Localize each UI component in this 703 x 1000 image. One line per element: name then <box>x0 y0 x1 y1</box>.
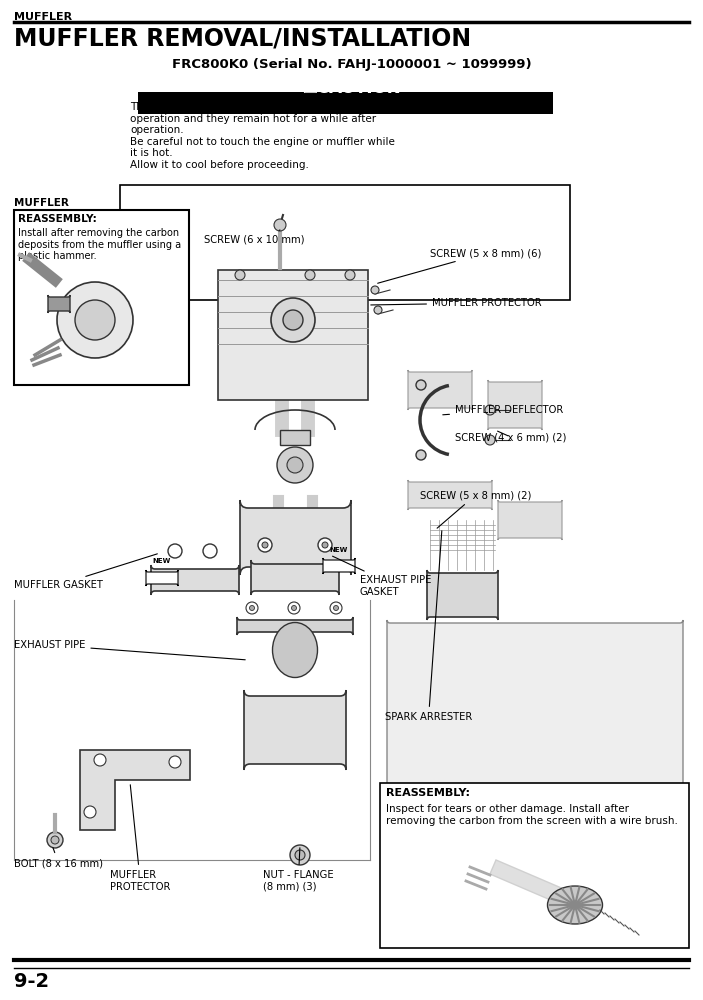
Text: REASSEMBLY:: REASSEMBLY: <box>18 214 97 224</box>
Circle shape <box>333 605 339 610</box>
Text: SCREW (5 x 8 mm) (2): SCREW (5 x 8 mm) (2) <box>420 490 531 528</box>
Circle shape <box>271 298 315 342</box>
Circle shape <box>290 845 310 865</box>
Circle shape <box>51 836 59 844</box>
FancyBboxPatch shape <box>218 270 368 400</box>
Ellipse shape <box>548 886 602 924</box>
Text: BOLT (8 x 16 mm): BOLT (8 x 16 mm) <box>14 848 103 868</box>
Text: SCREW (6 x 10 mm): SCREW (6 x 10 mm) <box>204 230 304 244</box>
Text: NEW: NEW <box>153 558 172 564</box>
Circle shape <box>168 544 182 558</box>
Text: ⚠CAUTION: ⚠CAUTION <box>303 79 401 97</box>
FancyBboxPatch shape <box>146 570 178 586</box>
Circle shape <box>94 754 106 766</box>
Circle shape <box>258 538 272 552</box>
Circle shape <box>416 450 426 460</box>
FancyBboxPatch shape <box>151 565 239 595</box>
Text: Inspect for tears or other damage. Install after
removing the carbon from the sc: Inspect for tears or other damage. Insta… <box>386 804 678 826</box>
Circle shape <box>305 270 315 280</box>
Circle shape <box>235 270 245 280</box>
Circle shape <box>374 306 382 314</box>
Circle shape <box>274 219 286 231</box>
FancyBboxPatch shape <box>427 570 498 620</box>
Circle shape <box>345 270 355 280</box>
Text: MUFFLER PROTECTOR: MUFFLER PROTECTOR <box>370 298 541 308</box>
Text: REASSEMBLY:: REASSEMBLY: <box>386 788 470 798</box>
Circle shape <box>288 602 300 614</box>
Circle shape <box>485 405 495 415</box>
FancyBboxPatch shape <box>251 560 339 595</box>
Circle shape <box>250 605 254 610</box>
Text: MUFFLER: MUFFLER <box>14 12 72 22</box>
Text: MUFFLER: MUFFLER <box>14 198 69 208</box>
Text: SCREW (4 x 6 mm) (2): SCREW (4 x 6 mm) (2) <box>455 431 567 442</box>
FancyBboxPatch shape <box>323 558 355 574</box>
Circle shape <box>203 544 217 558</box>
Text: NUT - FLANGE
(8 mm) (3): NUT - FLANGE (8 mm) (3) <box>263 848 334 892</box>
FancyBboxPatch shape <box>498 500 562 540</box>
FancyBboxPatch shape <box>387 620 683 920</box>
Circle shape <box>169 756 181 768</box>
FancyBboxPatch shape <box>408 480 492 510</box>
Text: MUFFLER DEFLECTOR: MUFFLER DEFLECTOR <box>443 405 563 415</box>
Text: Install after removing the carbon
deposits from the muffler using a
plastic hamm: Install after removing the carbon deposi… <box>18 228 181 261</box>
Text: MUFFLER REMOVAL/INSTALLATION: MUFFLER REMOVAL/INSTALLATION <box>14 26 471 50</box>
FancyBboxPatch shape <box>280 430 310 445</box>
Circle shape <box>318 538 332 552</box>
FancyBboxPatch shape <box>120 185 570 300</box>
Circle shape <box>262 542 268 548</box>
Circle shape <box>246 602 258 614</box>
Ellipse shape <box>273 622 318 678</box>
Circle shape <box>416 380 426 390</box>
Circle shape <box>322 542 328 548</box>
FancyBboxPatch shape <box>48 295 70 313</box>
Circle shape <box>84 806 96 818</box>
Circle shape <box>277 447 313 483</box>
FancyBboxPatch shape <box>244 690 346 770</box>
Circle shape <box>292 605 297 610</box>
Text: FRC800K0 (Serial No. FAHJ-1000001 ~ 1099999): FRC800K0 (Serial No. FAHJ-1000001 ~ 1099… <box>172 58 531 71</box>
Circle shape <box>75 300 115 340</box>
Text: EXHAUST PIPE
GASKET: EXHAUST PIPE GASKET <box>333 556 432 597</box>
Text: MUFFLER
PROTECTOR: MUFFLER PROTECTOR <box>110 785 170 892</box>
Text: SPARK ARRESTER: SPARK ARRESTER <box>385 531 472 722</box>
FancyBboxPatch shape <box>408 370 472 410</box>
FancyBboxPatch shape <box>240 500 351 575</box>
Circle shape <box>485 435 495 445</box>
Circle shape <box>47 832 63 848</box>
Text: NEW: NEW <box>330 547 348 553</box>
FancyBboxPatch shape <box>14 210 189 385</box>
Text: The engine and muffler become very hot during
operation and they remain hot for : The engine and muffler become very hot d… <box>130 102 395 170</box>
Circle shape <box>330 602 342 614</box>
FancyBboxPatch shape <box>488 380 542 430</box>
Text: EXHAUST PIPE: EXHAUST PIPE <box>14 640 245 660</box>
Text: 9-2: 9-2 <box>14 972 49 991</box>
Polygon shape <box>80 750 190 830</box>
Circle shape <box>283 310 303 330</box>
FancyBboxPatch shape <box>138 92 553 114</box>
FancyBboxPatch shape <box>237 617 353 635</box>
Circle shape <box>295 850 305 860</box>
Circle shape <box>371 286 379 294</box>
Circle shape <box>287 457 303 473</box>
Circle shape <box>57 282 133 358</box>
Text: SCREW (5 x 8 mm) (6): SCREW (5 x 8 mm) (6) <box>378 248 541 283</box>
FancyBboxPatch shape <box>380 783 689 948</box>
Text: MUFFLER GASKET: MUFFLER GASKET <box>14 554 157 590</box>
